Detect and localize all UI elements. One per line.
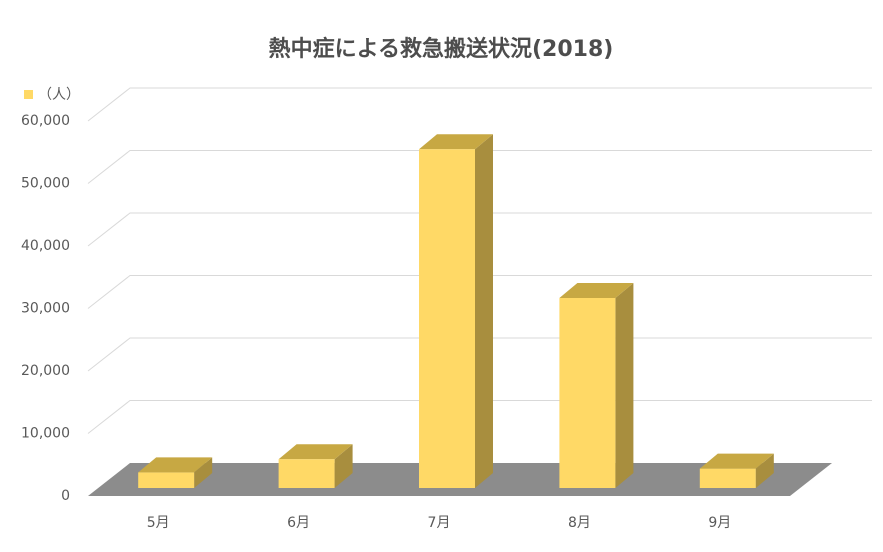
y-tick-label: 50,000 xyxy=(21,176,70,192)
y-tick-label: 20,000 xyxy=(21,363,70,379)
bar xyxy=(559,298,616,488)
y-tick-label: 40,000 xyxy=(21,238,70,254)
chart-title: 熱中症による救急搬送状況(2018) xyxy=(269,36,614,62)
bar-top xyxy=(559,283,634,298)
grid-line xyxy=(87,275,872,309)
bar-side xyxy=(755,453,774,488)
y-tick-label: 60,000 xyxy=(21,113,70,129)
bar xyxy=(419,149,475,488)
legend-unit: （人） xyxy=(38,87,80,103)
x-tick-label: 7月 xyxy=(428,515,451,531)
grid-line xyxy=(87,150,872,184)
bar-side xyxy=(194,457,213,488)
grid-line xyxy=(87,87,872,122)
x-tick-label: 8月 xyxy=(568,515,591,531)
x-tick-label: 6月 xyxy=(287,515,310,531)
bar xyxy=(138,472,195,488)
bar-top xyxy=(699,453,774,469)
y-tick-label: 30,000 xyxy=(21,301,70,317)
bar-top xyxy=(278,444,353,460)
bar xyxy=(278,459,335,488)
bar-side xyxy=(615,283,634,488)
x-tick-label: 5月 xyxy=(147,515,170,531)
grid-line xyxy=(87,212,872,247)
y-tick-label: 10,000 xyxy=(21,426,70,442)
y-tick-label: 0 xyxy=(61,488,70,504)
x-tick-label: 9月 xyxy=(708,515,731,531)
bar-side xyxy=(475,134,493,488)
legend-swatch xyxy=(24,90,33,99)
bar-top xyxy=(419,134,493,150)
bar-side xyxy=(334,444,353,488)
bar-top xyxy=(138,457,213,473)
bar xyxy=(699,468,756,488)
